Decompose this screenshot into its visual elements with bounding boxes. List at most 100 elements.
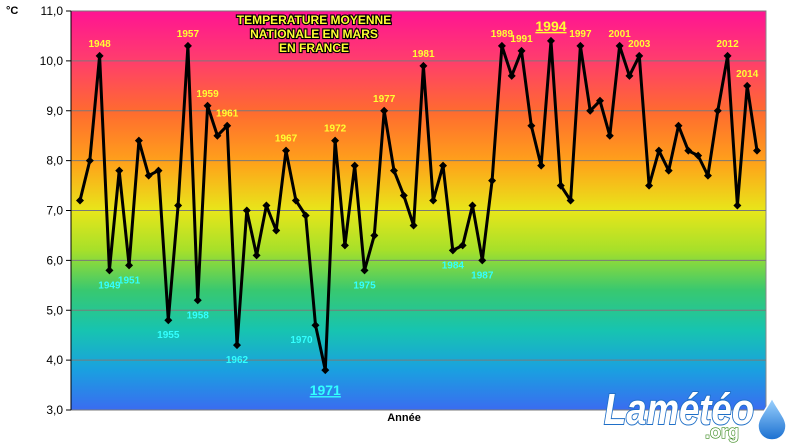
year-label-high: 1981	[412, 49, 435, 60]
chart-title-line: EN FRANCE	[279, 41, 349, 55]
year-label-high: 1989	[491, 29, 514, 40]
data-point	[272, 226, 281, 235]
y-axis-ticks: 3,0 4,0 5,0 6,0 7,0 8,0 9,0 10,0 11,0	[40, 4, 71, 417]
y-tick-label: 5,0	[46, 303, 63, 317]
chart-title-line: NATIONALE EN MARS	[250, 27, 378, 41]
data-point	[596, 96, 605, 105]
year-label-high: 1972	[324, 124, 347, 135]
y-tick-label: 6,0	[46, 253, 63, 267]
data-point	[586, 106, 595, 115]
data-point	[753, 146, 761, 155]
y-axis-unit: °C	[6, 5, 18, 17]
data-point	[733, 201, 742, 210]
year-label-low: 1955	[157, 330, 180, 341]
chart-title-line: TEMPERATURE MOYENNE	[237, 13, 391, 27]
logo-text: Lamétéo	[604, 385, 754, 434]
data-point	[389, 166, 398, 175]
data-point	[694, 151, 703, 160]
year-label-high: 1959	[196, 89, 219, 100]
water-drop-icon	[757, 396, 786, 441]
year-label-high: 1948	[88, 39, 111, 50]
data-point	[517, 46, 526, 55]
data-point	[203, 101, 212, 110]
y-tick-label: 8,0	[46, 154, 63, 168]
series-line	[78, 39, 759, 372]
data-point	[340, 241, 349, 250]
data-point	[419, 61, 428, 70]
data-point	[429, 196, 438, 205]
data-point	[654, 146, 663, 155]
data-point	[537, 161, 546, 170]
data-point	[242, 206, 251, 215]
data-point	[321, 366, 330, 375]
data-point	[546, 36, 555, 45]
data-point	[301, 211, 310, 220]
data-point	[174, 201, 183, 210]
year-label-high: 2001	[609, 29, 632, 40]
data-point	[674, 121, 683, 130]
year-label-low: 1984	[442, 260, 465, 271]
year-label-low: 1949	[98, 280, 121, 291]
data-point	[154, 166, 163, 175]
data-points	[76, 36, 761, 375]
data-point	[213, 131, 222, 140]
year-label-high: 1961	[216, 109, 239, 120]
data-point	[409, 221, 418, 230]
data-point	[743, 81, 752, 90]
lameteo-logo[interactable]: Lamétéo .org	[603, 384, 786, 443]
data-point	[507, 71, 516, 80]
y-tick-label: 3,0	[46, 403, 63, 417]
y-tick-label: 4,0	[46, 353, 63, 367]
year-label-high: 1977	[373, 94, 396, 105]
data-point	[468, 201, 477, 210]
data-point	[282, 146, 291, 155]
data-point	[115, 166, 124, 175]
data-point	[448, 246, 457, 255]
data-point	[95, 51, 104, 60]
data-point	[350, 161, 359, 170]
data-point	[576, 41, 585, 50]
data-point	[252, 251, 261, 260]
data-point	[360, 266, 369, 275]
data-point	[183, 41, 192, 50]
year-label-low: 1962	[226, 355, 249, 366]
data-point	[311, 321, 320, 330]
logo-org-text: .org	[705, 422, 739, 442]
data-point	[478, 256, 487, 265]
data-point	[625, 71, 634, 80]
data-point	[703, 171, 712, 180]
y-tick-label: 11,0	[41, 4, 64, 18]
data-point	[399, 191, 408, 200]
x-axis-label: Année	[387, 412, 421, 424]
data-point	[125, 261, 134, 270]
data-point	[615, 41, 624, 50]
data-point	[164, 316, 173, 325]
data-point	[144, 171, 153, 180]
year-label-low: 1958	[187, 310, 210, 321]
data-point	[193, 296, 202, 305]
data-point	[723, 51, 732, 60]
data-point	[497, 41, 506, 50]
year-label-high: 1991	[510, 34, 533, 45]
data-point	[105, 266, 114, 275]
data-point	[527, 121, 536, 130]
year-label-high: 1957	[177, 29, 200, 40]
data-point	[262, 201, 271, 210]
data-point	[331, 136, 340, 145]
data-point	[664, 166, 673, 175]
data-point	[85, 156, 94, 165]
record-high-label: 1994	[535, 18, 566, 34]
year-label-low: 1987	[471, 270, 494, 281]
year-label-high: 2003	[628, 39, 651, 50]
data-point	[645, 181, 654, 190]
data-point	[684, 146, 693, 155]
data-point	[223, 121, 232, 130]
data-point	[439, 161, 448, 170]
data-point	[635, 51, 644, 60]
data-point	[713, 106, 722, 115]
data-point	[566, 196, 575, 205]
data-point	[458, 241, 467, 250]
